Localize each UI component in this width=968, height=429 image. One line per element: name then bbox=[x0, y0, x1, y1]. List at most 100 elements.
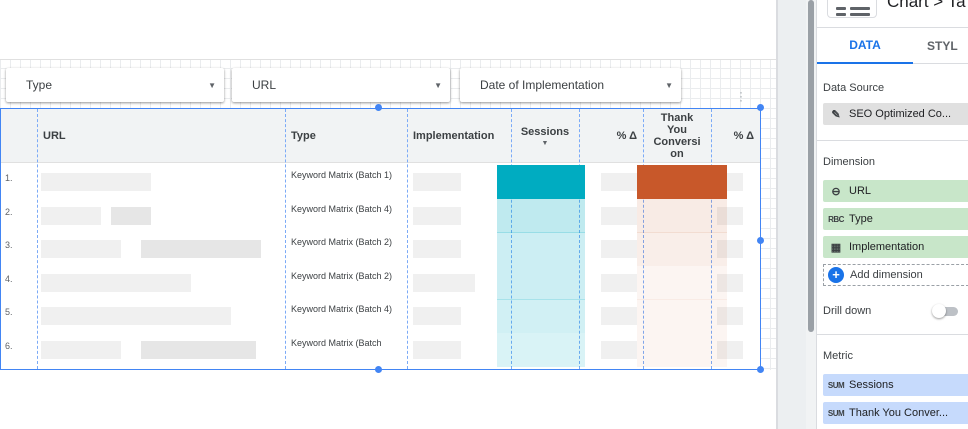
metric-chip-thank-you-conversion[interactable]: SUM Thank You Conver... bbox=[823, 402, 968, 424]
redacted-pct-delta-cell bbox=[717, 273, 743, 292]
data-source-chip[interactable]: ✎ SEO Optimized Co... bbox=[823, 103, 968, 125]
panel-scrollbar-thumb[interactable] bbox=[808, 0, 814, 332]
filter-date-label: Date of Implementation bbox=[480, 78, 605, 92]
filter-type-label: Type bbox=[26, 78, 53, 92]
table-row[interactable]: 3. Keyword Matrix (Batch 2) bbox=[1, 232, 760, 267]
conversion-heatmap-cell bbox=[637, 232, 727, 267]
resize-handle[interactable] bbox=[757, 237, 764, 244]
resize-handle[interactable] bbox=[375, 366, 382, 373]
table-row[interactable]: 2. Keyword Matrix (Batch 4) bbox=[1, 198, 760, 233]
table-row[interactable]: 5. Keyword Matrix (Batch 4) bbox=[1, 299, 760, 334]
dropdown-caret-icon: ▼ bbox=[208, 80, 216, 90]
table-row[interactable]: 4. Keyword Matrix (Batch 2) bbox=[1, 265, 760, 300]
conversion-heatmap-cell bbox=[637, 165, 727, 199]
sessions-heatmap-cell bbox=[497, 232, 585, 267]
panel-tabs: DATA STYL bbox=[817, 28, 968, 64]
column-header-url[interactable]: URL bbox=[43, 130, 66, 142]
resize-handle[interactable] bbox=[757, 366, 764, 373]
edit-pencil-icon[interactable]: ✎ bbox=[831, 108, 841, 121]
column-header-sessions-label: Sessions bbox=[520, 125, 570, 138]
filter-url[interactable]: URL ▼ bbox=[232, 68, 450, 102]
row-number: 3. bbox=[5, 240, 13, 251]
add-dimension-label: Add dimension bbox=[850, 269, 923, 281]
column-header-pct-delta-conversion[interactable]: % Δ bbox=[733, 130, 754, 142]
table-row[interactable]: 6. Keyword Matrix (Batch bbox=[1, 333, 760, 367]
data-table[interactable]: URL Type Implementation Sessions ▼ % Δ T… bbox=[0, 108, 761, 370]
table-row[interactable]: 1. Keyword Matrix (Batch 1) bbox=[1, 165, 760, 199]
redacted-url-cell bbox=[141, 341, 256, 359]
filter-type[interactable]: Type ▼ bbox=[6, 68, 224, 102]
redacted-pct-delta-cell bbox=[717, 307, 743, 326]
calendar-icon: ▦ bbox=[830, 241, 842, 254]
sessions-heatmap-cell bbox=[497, 165, 585, 199]
redacted-pct-delta-cell bbox=[601, 173, 637, 191]
column-separator bbox=[37, 109, 38, 369]
redacted-url-cell bbox=[41, 206, 101, 225]
redacted-pct-delta-cell bbox=[717, 206, 743, 225]
redacted-pct-delta-cell bbox=[601, 341, 637, 359]
panel-header: Chart > Ta bbox=[817, 0, 968, 28]
resize-handle[interactable] bbox=[757, 104, 764, 111]
column-separator bbox=[643, 109, 644, 369]
redacted-pct-delta-cell bbox=[601, 240, 637, 259]
redacted-implementation-cell bbox=[413, 206, 461, 225]
more-options-icon[interactable]: · · · bbox=[739, 85, 743, 107]
dimension-chip-url[interactable]: ⊖ URL bbox=[823, 180, 968, 202]
data-source-name: SEO Optimized Co... bbox=[849, 108, 952, 120]
canvas-edge bbox=[776, 0, 778, 429]
dimension-label: URL bbox=[849, 185, 872, 197]
add-dimension-button[interactable]: + Add dimension bbox=[823, 264, 968, 286]
drill-down-toggle[interactable] bbox=[932, 304, 958, 318]
conversion-heatmap-cell bbox=[637, 299, 727, 334]
column-separator bbox=[579, 109, 580, 369]
column-separator bbox=[711, 109, 712, 369]
resize-handle[interactable] bbox=[375, 104, 382, 111]
metric-label: Sessions bbox=[849, 379, 894, 391]
column-header-type[interactable]: Type bbox=[291, 130, 316, 142]
dimension-chip-type[interactable]: RBC Type bbox=[823, 208, 968, 230]
tab-style[interactable]: STYL bbox=[927, 39, 958, 53]
redacted-url-cell bbox=[41, 341, 121, 359]
text-type-icon: RBC bbox=[828, 214, 844, 224]
column-header-implementation[interactable]: Implementation bbox=[413, 130, 495, 142]
dimension-chip-implementation[interactable]: ▦ Implementation bbox=[823, 236, 968, 258]
redacted-url-cell bbox=[41, 173, 151, 191]
add-circle-icon: + bbox=[828, 267, 844, 283]
redacted-url-cell bbox=[41, 307, 231, 326]
column-header-thank-you-conversion[interactable]: Thank You Conversi on bbox=[653, 112, 701, 160]
redacted-implementation-cell bbox=[413, 341, 461, 359]
metric-heading: Metric bbox=[823, 350, 853, 362]
sessions-heatmap-cell bbox=[497, 265, 585, 300]
redacted-implementation-cell bbox=[413, 273, 475, 292]
row-number: 4. bbox=[5, 273, 13, 284]
column-separator bbox=[285, 109, 286, 369]
column-separator bbox=[511, 109, 512, 369]
redacted-pct-delta-cell bbox=[601, 206, 637, 225]
redacted-pct-delta-cell bbox=[601, 307, 637, 326]
aggregation-badge[interactable]: SUM bbox=[827, 380, 845, 390]
section-divider bbox=[817, 334, 968, 335]
type-cell: Keyword Matrix (Batch 2) bbox=[291, 270, 393, 281]
dimension-heading: Dimension bbox=[823, 156, 875, 168]
redacted-implementation-cell bbox=[413, 307, 461, 326]
redacted-url-cell bbox=[111, 206, 151, 225]
sessions-heatmap-cell bbox=[497, 198, 585, 233]
column-header-sessions[interactable]: Sessions ▼ bbox=[511, 109, 579, 163]
redacted-implementation-cell bbox=[413, 240, 461, 259]
redacted-url-cell bbox=[41, 240, 121, 259]
aggregation-badge[interactable]: SUM bbox=[827, 408, 845, 418]
redacted-pct-delta-cell bbox=[601, 273, 637, 292]
column-separator bbox=[407, 109, 408, 369]
panel-title: Chart > Ta bbox=[887, 0, 966, 11]
metric-label: Thank You Conver... bbox=[849, 407, 949, 419]
sessions-heatmap-cell bbox=[497, 299, 585, 334]
tab-data[interactable]: DATA bbox=[817, 28, 913, 64]
column-header-pct-delta-sessions[interactable]: % Δ bbox=[616, 130, 637, 142]
table-header: URL Type Implementation Sessions ▼ % Δ T… bbox=[1, 109, 760, 163]
type-cell: Keyword Matrix (Batch 4) bbox=[291, 203, 393, 214]
dropdown-caret-icon: ▼ bbox=[665, 80, 673, 90]
redacted-implementation-cell bbox=[413, 173, 461, 191]
metric-chip-sessions[interactable]: SUM Sessions bbox=[823, 374, 968, 396]
table-chart-icon bbox=[827, 0, 877, 18]
filter-date-of-implementation[interactable]: Date of Implementation ▼ bbox=[460, 68, 681, 102]
